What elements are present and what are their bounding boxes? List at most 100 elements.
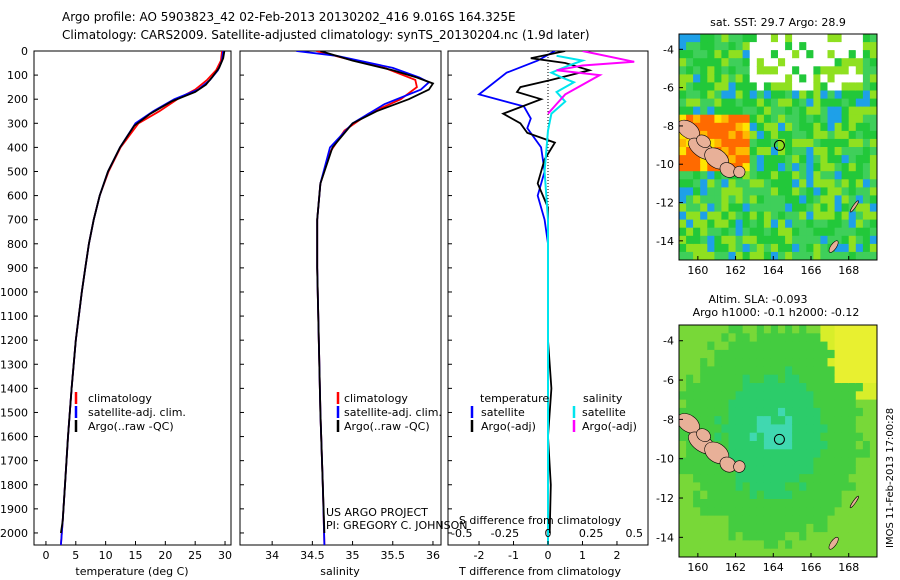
map-cell — [714, 358, 723, 367]
map-cell — [862, 416, 871, 425]
map-cell — [756, 219, 765, 229]
map-cell — [763, 358, 772, 367]
map-cell — [848, 333, 857, 343]
map-cell — [728, 195, 737, 205]
map-cell — [841, 50, 850, 59]
map-cell — [778, 106, 786, 116]
map-cell — [820, 179, 829, 188]
map-cell — [785, 424, 793, 434]
map-cell — [770, 227, 779, 237]
legend-title-temperature: temperature — [480, 392, 549, 405]
map-cell — [785, 490, 793, 500]
map-cell — [841, 147, 850, 156]
map-cell — [763, 499, 772, 508]
map-cell — [806, 58, 814, 67]
map-cell — [756, 179, 765, 188]
map-cell — [693, 251, 701, 260]
map-cell — [848, 540, 857, 550]
map-cell — [721, 383, 730, 392]
map-cell — [806, 179, 814, 188]
map-cell — [763, 349, 772, 359]
map-cell — [827, 515, 836, 525]
map-cell — [862, 441, 871, 450]
map-cell — [855, 130, 864, 140]
map-cell — [679, 383, 687, 392]
map-cell — [721, 42, 730, 51]
map-cell — [820, 391, 829, 401]
map-cell — [756, 383, 765, 392]
map-cell — [714, 98, 723, 108]
map-cell — [820, 34, 829, 43]
map-cell — [834, 195, 843, 205]
map-cell — [869, 457, 877, 467]
map-cell — [735, 90, 744, 100]
map-cell — [799, 163, 807, 172]
map-y-tick-label: -8 — [663, 120, 674, 133]
map-cell — [763, 399, 772, 409]
map-cell — [749, 211, 758, 221]
map-cell — [841, 407, 850, 417]
map-cell — [869, 424, 877, 434]
map-cell — [714, 82, 723, 92]
map-cell — [841, 432, 850, 442]
map-cell — [700, 358, 708, 367]
map-cell — [686, 34, 694, 43]
sla-map-frame — [678, 324, 878, 558]
map-cell — [749, 499, 758, 508]
map-cell — [721, 507, 730, 517]
map-cell — [707, 482, 715, 492]
map-cell — [792, 341, 800, 351]
map-cell — [869, 227, 877, 237]
map-cell — [749, 374, 758, 384]
map-cell — [869, 432, 877, 442]
map-cell — [806, 416, 814, 425]
map-x-tick-label: 168 — [838, 264, 859, 277]
map-cell — [827, 34, 836, 43]
map-cell — [763, 130, 772, 140]
map-cell — [679, 171, 687, 180]
map-cell — [778, 122, 786, 132]
map-cell — [714, 416, 723, 425]
map-cell — [756, 82, 765, 92]
map-cell — [686, 171, 694, 180]
map-cell — [763, 114, 772, 124]
map-cell — [735, 532, 744, 541]
map-cell — [756, 358, 765, 367]
map-cell — [679, 499, 687, 508]
map-cell — [714, 507, 723, 517]
map-cell — [700, 482, 708, 492]
map-cell — [735, 203, 744, 213]
map-cell — [679, 441, 687, 450]
map-cell — [679, 507, 687, 517]
map-cell — [799, 187, 807, 197]
map-cell — [799, 235, 807, 245]
map-cell — [806, 465, 814, 475]
map-cell — [827, 82, 836, 92]
map-cell — [841, 106, 850, 116]
map-cell — [707, 474, 715, 483]
x-tick-label: 1 — [579, 549, 586, 562]
map-cell — [770, 74, 779, 84]
map-cell — [693, 490, 701, 500]
map-cell — [756, 243, 765, 253]
map-cell — [778, 341, 786, 351]
profile-location-marker — [773, 433, 785, 445]
map-cell — [742, 163, 751, 172]
map-cell — [785, 155, 793, 164]
map-cell — [749, 333, 758, 343]
map-cell — [770, 251, 779, 260]
map-cell — [834, 74, 843, 84]
x-tick-label: 36 — [426, 549, 440, 562]
map-cell — [806, 548, 814, 557]
y-tick-label: 100 — [7, 69, 28, 82]
map-cell — [714, 325, 723, 334]
map-cell — [806, 147, 814, 156]
map-cell — [756, 114, 765, 124]
map-cell — [742, 58, 751, 67]
map-cell — [848, 163, 857, 172]
map-cell — [679, 482, 687, 492]
map-cell — [742, 74, 751, 84]
map-x-tick-label: 166 — [801, 561, 822, 574]
map-cell — [813, 523, 822, 533]
map-cell — [778, 114, 786, 124]
